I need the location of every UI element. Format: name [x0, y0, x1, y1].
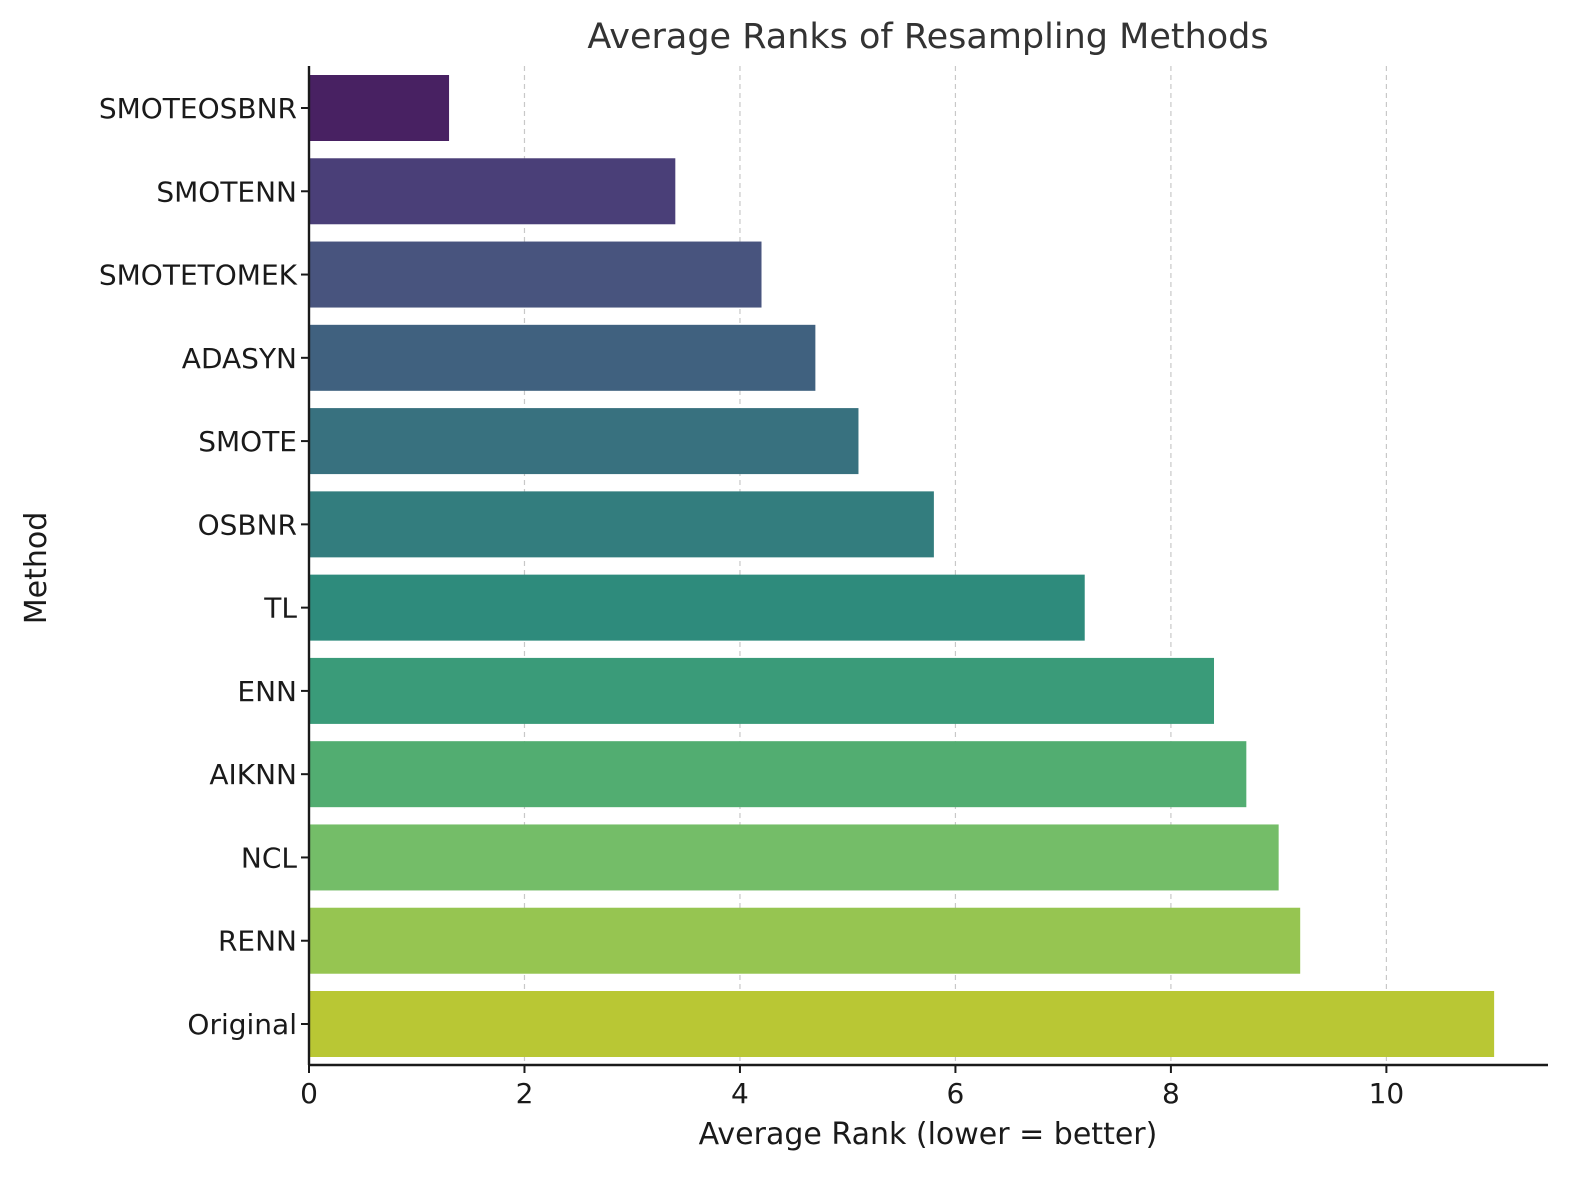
bar-smotetomek: [309, 241, 762, 308]
x-tick-label: 2: [516, 1077, 534, 1110]
y-tick-label: SMOTENN: [156, 175, 297, 208]
x-axis-label: Average Rank (lower = better): [699, 1117, 1158, 1152]
y-tick-label: NCL: [241, 841, 297, 874]
y-axis-label: Method: [19, 512, 54, 625]
y-tick-label: Original: [187, 1008, 297, 1041]
bar-tl: [309, 574, 1085, 641]
y-axis-ticks: SMOTEOSBNRSMOTENNSMOTETOMEKADASYNSMOTEOS…: [99, 92, 309, 1041]
y-tick-label: RENN: [218, 925, 297, 958]
bar-osbnr: [309, 491, 934, 558]
y-tick-label: ADASYN: [182, 342, 297, 375]
y-tick-label: ENN: [237, 675, 297, 708]
bar-aiknn: [309, 741, 1247, 808]
bar-ncl: [309, 824, 1279, 891]
x-axis-ticks: 0 2 4 6 8 10: [300, 1065, 1404, 1110]
grid-lines: [523, 66, 1387, 1065]
y-tick-label: TL: [263, 592, 297, 625]
bar-renn: [309, 907, 1301, 974]
y-tick-label: OSBNR: [198, 508, 297, 541]
bar-smote: [309, 408, 859, 475]
bar-original: [309, 991, 1495, 1057]
x-tick-label: 10: [1369, 1077, 1405, 1110]
x-tick-label: 8: [1162, 1077, 1180, 1110]
bar-adasyn: [309, 324, 816, 391]
y-tick-label: SMOTE: [198, 425, 297, 458]
bars: [309, 75, 1495, 1057]
chart-title: Average Ranks of Resampling Methods: [587, 17, 1268, 57]
y-tick-label: AIKNN: [209, 758, 297, 791]
x-tick-label: 4: [731, 1077, 749, 1110]
bar-enn: [309, 657, 1215, 724]
y-tick-label: SMOTEOSBNR: [99, 92, 297, 125]
bar-smoteosbnr: [309, 75, 450, 141]
x-tick-label: 6: [947, 1077, 965, 1110]
x-tick-label: 0: [300, 1077, 318, 1110]
y-tick-label: SMOTETOMEK: [99, 259, 298, 292]
bar-smotenn: [309, 158, 676, 225]
